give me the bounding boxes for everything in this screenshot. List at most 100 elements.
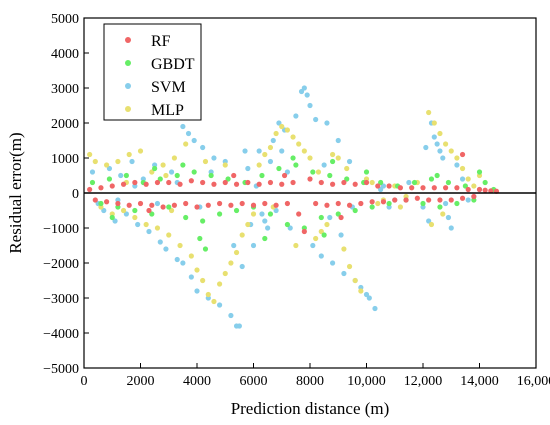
point-mlp <box>301 148 307 154</box>
point-rf <box>488 188 494 194</box>
point-svm <box>454 162 460 168</box>
point-svm <box>301 85 307 91</box>
point-svm <box>423 144 429 151</box>
point-rf <box>126 202 132 208</box>
point-svm <box>250 242 257 249</box>
point-mlp <box>443 141 449 147</box>
point-svm <box>378 186 384 193</box>
point-svm <box>217 302 223 308</box>
point-rf <box>146 207 152 214</box>
x-tick-label: 0 <box>81 374 88 389</box>
point-mlp <box>143 221 149 228</box>
point-rf <box>369 199 375 205</box>
series-mlp <box>87 109 483 305</box>
point-gbdt <box>166 204 172 210</box>
series-gbdt <box>89 155 497 252</box>
legend-marker-gbdt <box>125 60 131 66</box>
point-gbdt <box>276 165 282 172</box>
point-gbdt <box>267 211 274 217</box>
point-svm <box>273 207 279 214</box>
point-mlp <box>115 158 121 165</box>
point-gbdt <box>428 176 435 182</box>
point-svm <box>276 120 282 126</box>
point-gbdt <box>157 176 163 182</box>
point-svm <box>284 169 290 175</box>
point-mlp <box>188 253 194 259</box>
point-mlp <box>428 221 435 228</box>
point-mlp <box>431 120 437 126</box>
point-rf <box>313 200 319 207</box>
point-mlp <box>273 130 279 137</box>
point-rf <box>403 197 409 203</box>
point-svm <box>426 218 432 224</box>
point-rf <box>346 202 353 208</box>
point-svm <box>188 274 194 280</box>
point-svm <box>440 155 446 161</box>
point-gbdt <box>109 214 115 221</box>
point-rf <box>160 204 166 210</box>
point-gbdt <box>191 169 197 175</box>
point-rf <box>414 195 420 201</box>
point-svm <box>406 179 412 186</box>
y-tick-label: −3000 <box>43 292 79 307</box>
point-gbdt <box>445 179 452 186</box>
point-svm <box>338 232 344 238</box>
point-mlp <box>171 155 177 161</box>
point-gbdt <box>363 169 370 175</box>
point-mlp <box>279 123 285 130</box>
point-gbdt <box>174 172 180 179</box>
y-tick-label: 0 <box>72 187 79 202</box>
point-mlp <box>256 162 262 168</box>
point-svm <box>180 123 186 130</box>
point-svm <box>174 256 180 263</box>
point-svm <box>200 144 206 151</box>
point-rf <box>459 151 466 158</box>
point-gbdt <box>149 211 155 217</box>
point-svm <box>437 148 443 154</box>
point-mlp <box>262 151 268 158</box>
point-rf <box>307 176 313 182</box>
point-mlp <box>177 242 183 249</box>
point-mlp <box>217 281 223 287</box>
point-gbdt <box>420 200 426 207</box>
point-rf <box>98 185 104 191</box>
point-rf <box>338 214 344 221</box>
point-gbdt <box>437 204 443 210</box>
point-gbdt <box>259 172 265 179</box>
point-gbdt <box>284 221 290 228</box>
point-mlp <box>120 207 127 214</box>
x-tick-label: 10,000 <box>347 374 386 389</box>
y-tick-label: 4000 <box>51 47 79 62</box>
point-mlp <box>239 232 245 238</box>
point-mlp <box>358 288 364 294</box>
point-mlp <box>202 158 209 165</box>
y-tick-label: −4000 <box>43 327 79 342</box>
point-mlp <box>228 260 234 266</box>
point-rf <box>200 179 206 186</box>
point-mlp <box>330 151 336 158</box>
point-rf <box>426 197 432 203</box>
point-mlp <box>163 172 169 179</box>
point-svm <box>245 165 251 172</box>
point-rf <box>448 197 454 203</box>
point-rf <box>296 211 302 217</box>
point-mlp <box>293 242 299 249</box>
x-tick-label: 6000 <box>240 374 268 389</box>
y-tick-label: −5000 <box>43 362 79 377</box>
point-svm <box>318 253 324 259</box>
point-rf <box>256 181 262 187</box>
point-mlp <box>397 204 403 210</box>
point-svm <box>330 260 336 266</box>
point-svm <box>324 120 330 126</box>
point-rf <box>281 172 288 179</box>
point-mlp <box>344 165 350 172</box>
point-rf <box>420 185 426 191</box>
point-svm <box>279 148 285 154</box>
data-points <box>87 85 500 329</box>
point-svm <box>231 242 237 249</box>
point-rf <box>194 204 200 210</box>
point-gbdt <box>180 162 186 168</box>
point-mlp <box>137 148 144 154</box>
point-rf <box>363 179 370 186</box>
point-rf <box>222 179 228 186</box>
